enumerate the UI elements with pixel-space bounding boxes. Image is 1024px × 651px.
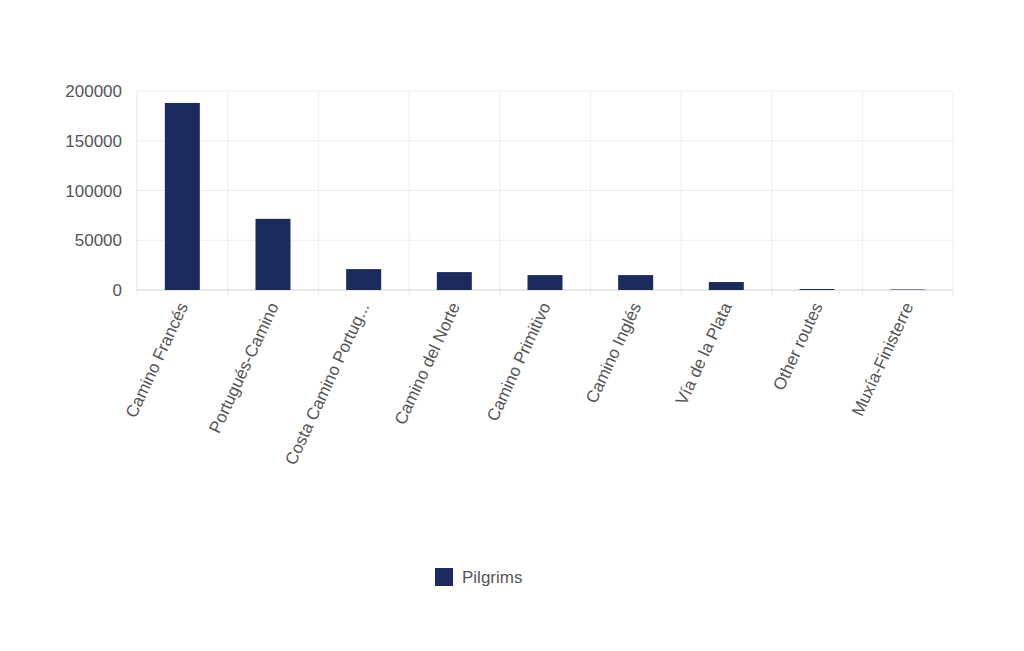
- bar: [346, 269, 381, 290]
- x-tick-label: Camino Francés: [122, 300, 192, 421]
- x-tick-label: Vía de la Plata: [672, 299, 736, 408]
- x-tick-label: Camino del Norte: [391, 300, 464, 428]
- x-tick-label: Camino Inglés: [582, 300, 645, 407]
- v-grid-line: [409, 91, 410, 296]
- v-grid-line: [771, 91, 772, 296]
- bar: [256, 219, 291, 290]
- x-tick-label: Portugués-Camino: [205, 300, 282, 436]
- v-grid-line: [953, 91, 954, 296]
- x-tick-label: Costa Camino Portug...: [281, 300, 373, 468]
- bar: [618, 275, 653, 290]
- v-grid-line: [318, 91, 319, 296]
- bar: [437, 272, 472, 290]
- y-tick-label: 0: [113, 281, 122, 300]
- x-tick-label: Muxía-Finisterre: [848, 300, 917, 419]
- x-tick-label: Camino Primitivo: [483, 300, 555, 424]
- grid-line: [137, 190, 953, 191]
- v-grid-line: [227, 91, 228, 296]
- grid-line: [137, 91, 953, 92]
- v-grid-line: [862, 91, 863, 296]
- bar: [709, 282, 744, 290]
- y-axis-line: [137, 91, 138, 290]
- y-tick-label: 200000: [65, 82, 122, 101]
- bar: [800, 289, 835, 290]
- chart-container: 0 50000 100000 150000 200000 Camino FrancésPo…: [0, 0, 1024, 651]
- legend-label: Pilgrims: [462, 568, 522, 587]
- bar: [528, 275, 563, 290]
- y-tick-label: 150000: [65, 132, 122, 151]
- y-tick-label: 100000: [65, 182, 122, 201]
- chart-svg: 0 50000 100000 150000 200000 Camino FrancésPo…: [0, 0, 1024, 651]
- grid-line: [137, 140, 953, 141]
- v-grid-line: [681, 91, 682, 296]
- y-tick-label: 50000: [75, 231, 122, 250]
- v-grid-line: [499, 91, 500, 296]
- bars: [165, 103, 925, 290]
- legend-swatch: [435, 568, 453, 586]
- bar: [165, 103, 200, 290]
- bar: [890, 289, 925, 290]
- x-tick-label: Other routes: [769, 300, 826, 394]
- v-grid-line: [137, 91, 138, 296]
- v-grid-line: [590, 91, 591, 296]
